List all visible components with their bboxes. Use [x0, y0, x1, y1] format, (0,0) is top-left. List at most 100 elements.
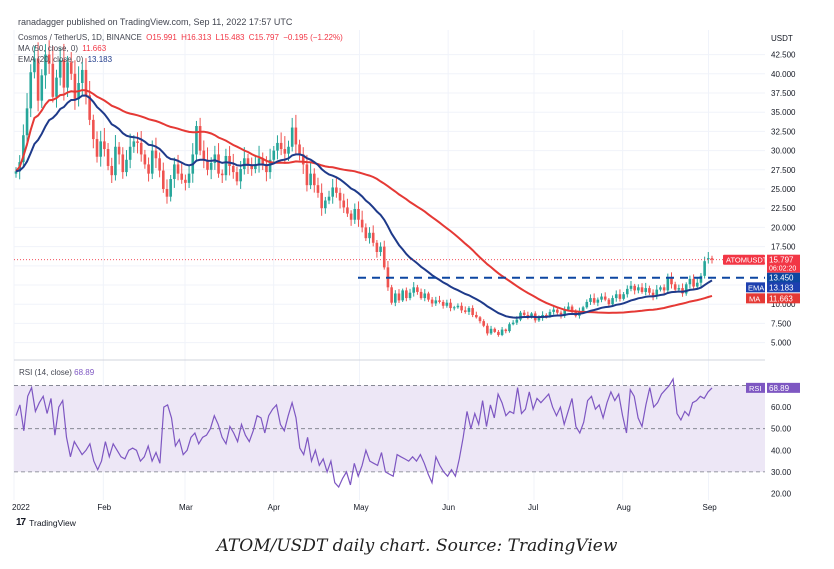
- candle-body: [103, 141, 106, 150]
- candle-body: [397, 293, 401, 301]
- candle-body: [648, 288, 651, 293]
- candle-body: [434, 300, 438, 304]
- candle-body: [692, 278, 695, 287]
- candle-body: [567, 306, 570, 310]
- candle-body: [710, 258, 714, 260]
- time-tick-label: Jun: [442, 503, 455, 512]
- candle-body: [688, 278, 692, 285]
- candle-body: [475, 314, 478, 318]
- time-axis[interactable]: 2022 Feb Mar Apr May Jun Jul Aug Sep: [12, 503, 717, 512]
- candle-body: [666, 278, 670, 291]
- candle-body: [375, 242, 379, 252]
- candle-body: [603, 296, 607, 300]
- price-tick-label: 40.000: [771, 70, 796, 79]
- candle-body: [707, 258, 710, 260]
- tradingview-brand[interactable]: 17 TradingView: [16, 517, 76, 528]
- chart-caption: ATOM/USDT daily chart. Source: TradingVi…: [216, 536, 618, 556]
- price-chart[interactable]: USDT5.0007.50010.00012.50015.00017.50020…: [0, 0, 834, 530]
- legend-ema-label: EMA (20, close, 0): [18, 55, 84, 64]
- price-tick-label: 42.500: [771, 51, 796, 60]
- candle-body: [117, 146, 121, 155]
- candle-body: [213, 154, 217, 163]
- ema-20-line: [15, 94, 713, 319]
- candle-body: [312, 173, 316, 186]
- candle-body: [423, 293, 427, 299]
- candle-body: [195, 126, 198, 155]
- candle-body: [684, 284, 688, 294]
- ema-tag-label-text: EMA: [748, 283, 764, 292]
- candle-body: [99, 141, 102, 157]
- legend-ma[interactable]: MA (50, close, 0) 11.663: [18, 44, 108, 53]
- candle-body: [114, 146, 117, 176]
- candle-body: [548, 311, 552, 317]
- candle-body: [184, 179, 187, 183]
- legend-open: O15.991: [146, 33, 177, 42]
- candle-body: [346, 207, 349, 214]
- candle-body: [463, 310, 467, 312]
- candle-body: [265, 164, 268, 173]
- candle-body: [58, 59, 62, 78]
- time-tick-label: Mar: [179, 503, 193, 512]
- candle-body: [371, 232, 375, 243]
- candle-body: [482, 321, 485, 326]
- candle-body: [592, 298, 596, 303]
- candle-body: [29, 72, 33, 109]
- candle-body: [95, 139, 99, 157]
- candle-body: [364, 227, 368, 239]
- candle-body: [559, 312, 563, 316]
- candle-body: [515, 319, 519, 323]
- rsi-legend-label: RSI (14, close): [19, 368, 72, 377]
- ma-tag-value: 11.663: [769, 294, 793, 303]
- candle-body: [570, 306, 574, 312]
- rsi-tick-label: 50.00: [771, 425, 792, 434]
- candle-body: [537, 318, 541, 321]
- candle-body: [677, 288, 681, 290]
- candle-body: [596, 299, 600, 303]
- candle-body: [92, 119, 95, 140]
- time-tick-label: Jul: [528, 503, 538, 512]
- candle-body: [405, 290, 408, 299]
- price-tick-label: 17.500: [771, 243, 796, 252]
- candle-body: [106, 149, 110, 166]
- price-tick-label: 35.000: [771, 108, 796, 117]
- candle-body: [629, 285, 633, 289]
- candle-body: [360, 219, 364, 228]
- level-tag: [767, 272, 800, 283]
- candle-body: [614, 294, 618, 299]
- candle-body: [467, 308, 471, 312]
- price-tag: [767, 254, 800, 273]
- candle-body: [294, 127, 298, 145]
- candle-body: [40, 75, 44, 101]
- candle-body: [382, 246, 386, 268]
- rsi-tick-label: 30.00: [771, 468, 792, 477]
- brand-name: TradingView: [29, 517, 76, 528]
- candle-body: [563, 309, 566, 316]
- candle-body: [132, 141, 136, 147]
- candle-body: [430, 299, 434, 304]
- time-tick-label: Sep: [703, 503, 718, 512]
- candle-body: [246, 158, 250, 165]
- candle-body: [703, 261, 706, 276]
- candle-body: [585, 301, 589, 308]
- legend-ma-value: 11.663: [82, 44, 107, 53]
- candle-body: [55, 77, 58, 97]
- candle-body: [600, 296, 603, 300]
- candle-body: [301, 154, 305, 165]
- price-tick-label: 20.000: [771, 223, 796, 232]
- rsi-axis[interactable]: 20.00 30.00 40.00 50.00 60.00: [771, 403, 792, 498]
- candle-body: [235, 172, 239, 182]
- candle-body: [342, 200, 346, 208]
- candle-body: [662, 287, 666, 291]
- candle-body: [673, 284, 677, 290]
- candle-body: [33, 58, 36, 73]
- candle-body: [169, 179, 172, 197]
- rsi-line: [15, 377, 713, 489]
- candle-body: [651, 292, 655, 297]
- rsi-legend[interactable]: RSI (14, close) 68.89: [19, 368, 94, 377]
- legend-symbol-line[interactable]: Cosmos / TetherUS, 1D, BINANCE O15.991 H…: [18, 33, 345, 42]
- rsi-tag: [767, 382, 800, 393]
- legend-ema[interactable]: EMA (20, close, 0) 13.183: [18, 55, 114, 64]
- candle-body: [460, 305, 463, 311]
- ma-tag-label-text: MA: [749, 294, 760, 303]
